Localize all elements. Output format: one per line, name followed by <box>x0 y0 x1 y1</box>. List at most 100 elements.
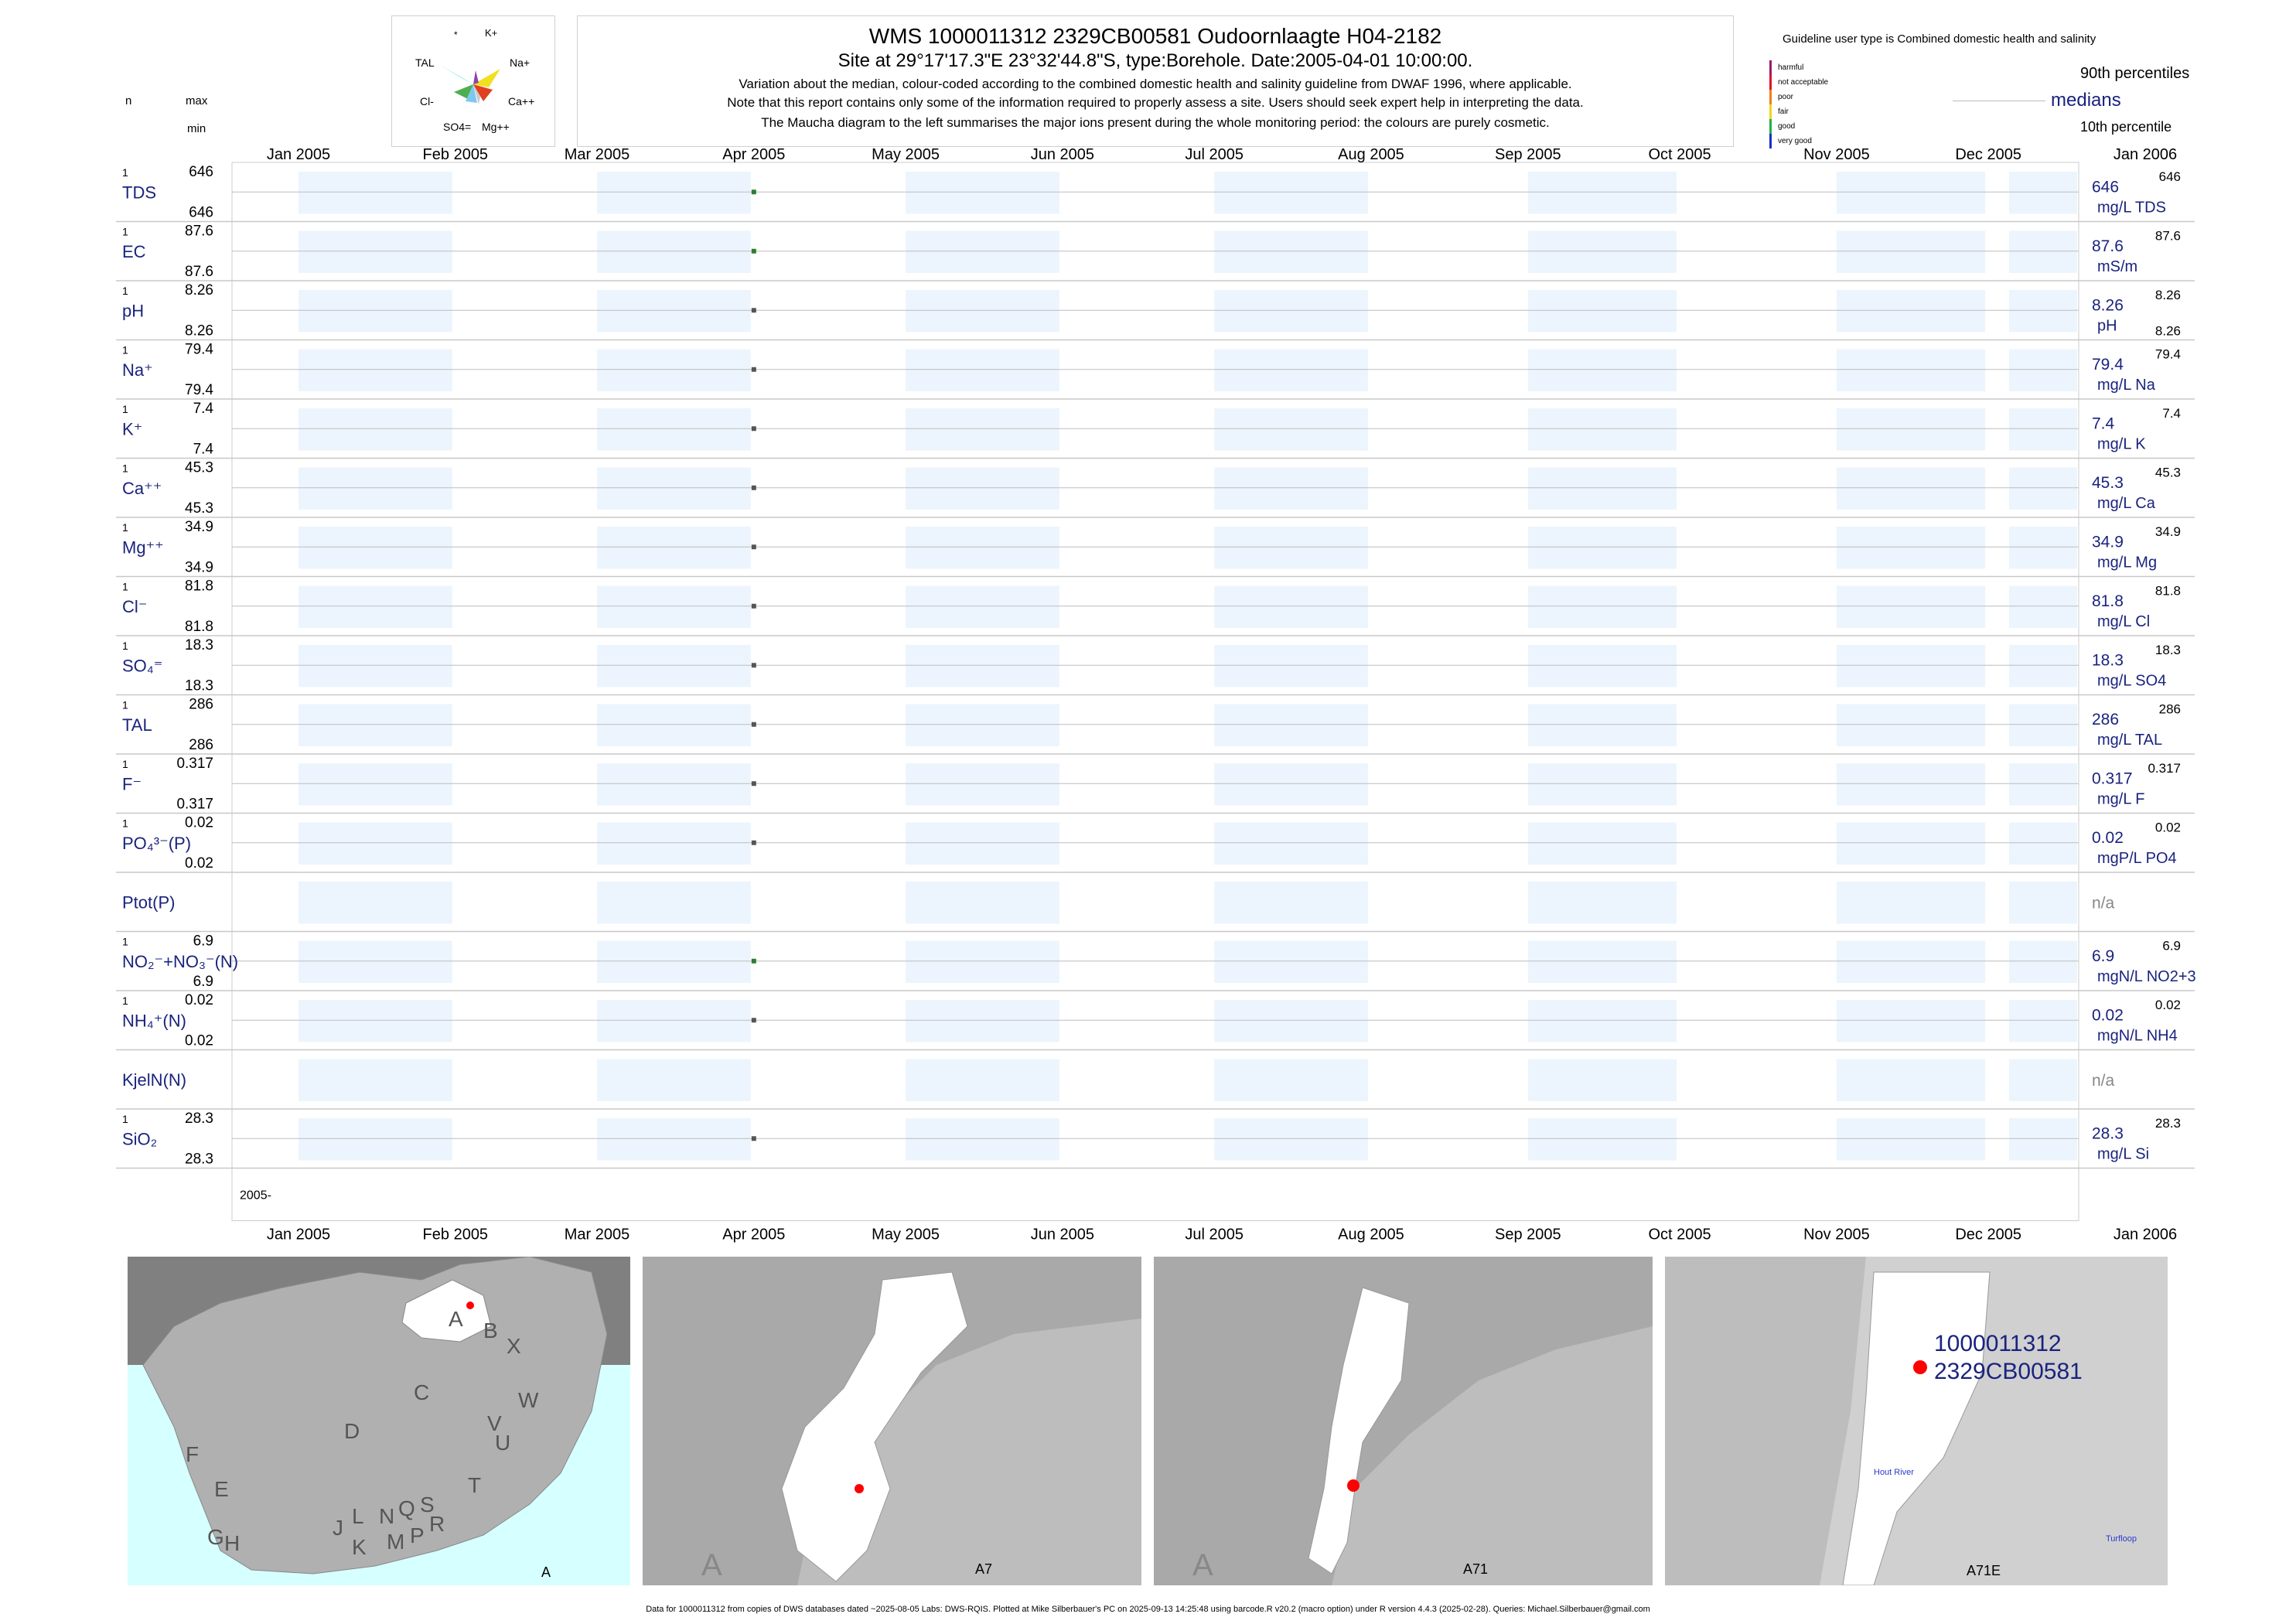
x-tick-bottom: May 2005 <box>872 1227 940 1244</box>
n-value: 1 <box>122 285 128 297</box>
n-value: 1 <box>122 699 128 711</box>
map-a71e: 1000011312 2329CB00581 Hout River Turflo… <box>1665 1257 2168 1586</box>
month-band <box>1214 172 1369 214</box>
variable-label: Ptot(P) <box>122 892 175 912</box>
site-id-label: 1000011312 <box>1934 1331 2062 1356</box>
month-band <box>1214 467 1369 510</box>
maucha-label: Na+ <box>510 56 530 69</box>
month-band <box>1836 172 1986 214</box>
month-band <box>597 1000 751 1042</box>
month-band <box>597 645 751 687</box>
unit-label: mg/L TAL <box>2097 732 2162 749</box>
month-band <box>906 172 1059 214</box>
maucha-svg: * K+ TAL Na+ Cl- Ca++ SO4= Mg++ <box>415 27 534 133</box>
guideline-legend: harmful not acceptable poor fair good very go… <box>1769 60 1828 148</box>
month-band <box>906 290 1059 333</box>
month-band <box>299 882 452 924</box>
maucha-label: Cl- <box>420 95 434 107</box>
catchment-a <box>401 1279 492 1343</box>
month-band <box>1214 1059 1369 1101</box>
plot-frame <box>231 162 2079 1221</box>
guideline-level: poor <box>1769 90 1828 104</box>
level-swatch <box>1769 60 1772 75</box>
guideline-level: harmful <box>1769 60 1828 75</box>
level-label: poor <box>1778 93 1794 101</box>
region-label: D <box>344 1419 360 1443</box>
data-point <box>751 603 756 609</box>
month-band <box>906 230 1059 273</box>
map-label: A71 <box>1463 1561 1488 1577</box>
median-value: 0.317 <box>2092 769 2133 787</box>
guideline-title: Guideline user type is Combined domestic… <box>1783 32 2096 46</box>
month-band <box>2009 585 2077 628</box>
region-label: W <box>518 1388 539 1412</box>
month-band <box>2009 882 2077 924</box>
n-value: 1 <box>122 403 128 415</box>
maucha-label: Ca++ <box>508 95 534 107</box>
month-band <box>2009 645 2077 687</box>
site-dot <box>855 1484 864 1493</box>
region-label: F <box>186 1442 199 1466</box>
max-value: 34.9 <box>185 519 213 535</box>
x-tick-bottom: Dec 2005 <box>1955 1227 2021 1244</box>
data-point <box>751 840 756 845</box>
month-band <box>906 527 1059 569</box>
month-band <box>1836 527 1986 569</box>
map-a7: A A7 <box>643 1257 1141 1585</box>
variable-label: F⁻ <box>122 774 142 793</box>
median-value: 81.8 <box>2092 592 2124 610</box>
month-band <box>1527 704 1677 746</box>
x-tick-top: Sep 2005 <box>1495 146 1561 163</box>
unit-label: mgN/L NH4 <box>2097 1027 2178 1044</box>
region-label: J <box>333 1516 343 1540</box>
month-band <box>2009 467 2077 510</box>
min-value: 28.3 <box>185 1151 213 1168</box>
month-band <box>1836 645 1986 687</box>
guideline-level: very good <box>1769 134 1828 148</box>
x-tick-top: Apr 2005 <box>722 146 785 163</box>
month-band <box>1836 1118 1986 1161</box>
level-label: good <box>1778 122 1796 131</box>
unit-label: mg/L Si <box>2097 1145 2149 1162</box>
month-band <box>299 585 452 628</box>
month-band <box>597 940 751 983</box>
min-value: 87.6 <box>185 264 213 280</box>
month-band <box>1527 645 1677 687</box>
month-band <box>299 527 452 569</box>
month-band <box>1836 763 1986 806</box>
note-2: Note that this report contains only some… <box>727 95 1584 110</box>
month-band <box>906 882 1059 924</box>
month-band <box>1836 1000 1986 1042</box>
maucha-mg-wedge <box>473 84 481 104</box>
p90-value: 79.4 <box>2155 347 2181 362</box>
n-value: 1 <box>122 462 128 475</box>
min-value: 646 <box>189 205 213 221</box>
median-value: 18.3 <box>2092 651 2124 669</box>
median-value: 79.4 <box>2092 356 2124 374</box>
variable-label: SiO₂ <box>122 1129 157 1148</box>
month-band <box>1527 527 1677 569</box>
unit-label: mg/L TDS <box>2097 199 2166 216</box>
x-tick-bottom: Apr 2005 <box>722 1227 785 1244</box>
min-value: 286 <box>189 737 213 753</box>
variable-label: NH₄⁺(N) <box>122 1011 186 1030</box>
map-svg-2: A A7 <box>643 1257 1141 1585</box>
n-value: 1 <box>122 226 128 238</box>
month-band <box>1214 1000 1369 1042</box>
month-band <box>1836 408 1986 451</box>
p90-value: 81.8 <box>2155 584 2181 599</box>
variable-label: Na⁺ <box>122 360 153 380</box>
x-tick-top: Jan 2006 <box>2113 146 2177 163</box>
month-band <box>1214 822 1369 865</box>
month-band <box>299 1118 452 1161</box>
maucha-k-wedge <box>473 70 479 84</box>
max-value: 28.3 <box>185 1111 213 1127</box>
month-band <box>906 645 1059 687</box>
variable-label: Cl⁻ <box>122 597 147 616</box>
map-shade <box>1154 1257 1653 1585</box>
x-tick-top: Aug 2005 <box>1338 146 1404 163</box>
p90-value: 0.317 <box>2148 761 2181 776</box>
year-label: 2005- <box>240 1189 271 1203</box>
variable-label: pH <box>122 301 144 320</box>
n-value: 1 <box>122 758 128 770</box>
